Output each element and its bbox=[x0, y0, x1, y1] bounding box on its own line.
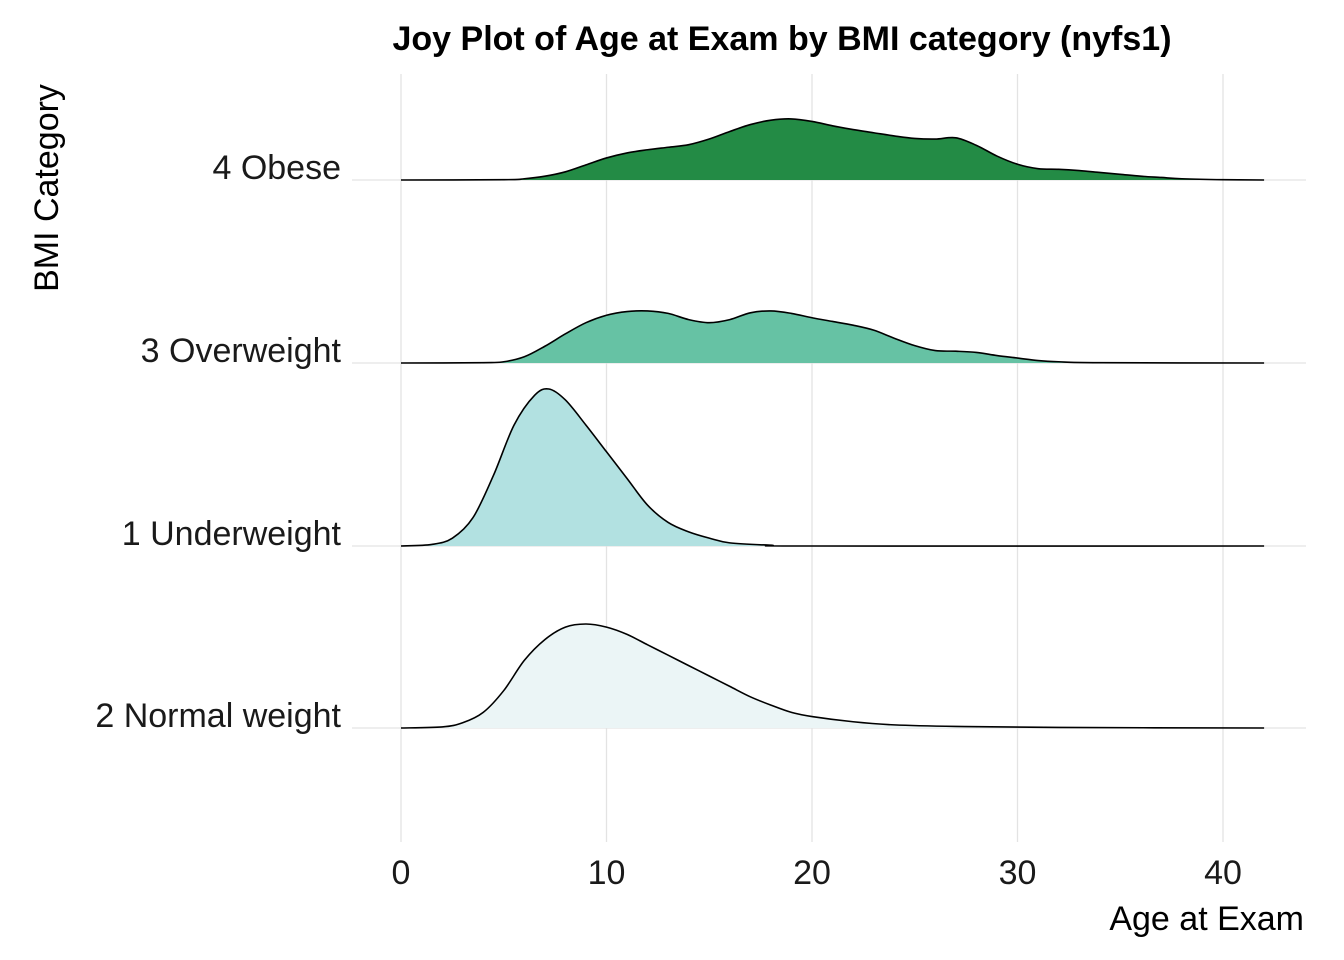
x-axis-title: Age at Exam bbox=[1109, 900, 1304, 938]
ridge-fill-2-normal-weight bbox=[401, 624, 1265, 728]
x-tick-label-40: 40 bbox=[1204, 854, 1242, 892]
category-label-1-underweight: 1 Underweight bbox=[122, 515, 342, 553]
ridge-outline-3-overweight bbox=[400, 309, 1265, 364]
ridge-fill-3-overweight bbox=[401, 310, 1265, 363]
category-label-3-overweight: 3 Overweight bbox=[141, 332, 342, 370]
x-tick-label-10: 10 bbox=[588, 854, 626, 892]
ridge-outline-1-underweight bbox=[400, 387, 1265, 547]
x-tick-label-0: 0 bbox=[392, 854, 411, 892]
ridge-outline-4-obese bbox=[400, 118, 1265, 181]
ridge-outline-2-normal-weight bbox=[400, 623, 1265, 729]
ridge-fill-4-obese bbox=[401, 118, 1265, 180]
y-axis-title: BMI Category bbox=[28, 84, 66, 292]
ridges bbox=[400, 118, 1265, 729]
x-tick-label-30: 30 bbox=[999, 854, 1037, 892]
x-tick-label-20: 20 bbox=[793, 854, 831, 892]
x-tick-labels: 0 10 20 30 40 bbox=[392, 854, 1242, 892]
ridge-fill-1-underweight bbox=[401, 388, 1265, 547]
chart-title: Joy Plot of Age at Exam by BMI category … bbox=[392, 20, 1171, 58]
category-label-2-normal-weight: 2 Normal weight bbox=[95, 697, 341, 735]
category-labels: 2 Normal weight 1 Underweight 3 Overweight… bbox=[95, 149, 341, 735]
category-label-4-obese: 4 Obese bbox=[212, 149, 341, 187]
